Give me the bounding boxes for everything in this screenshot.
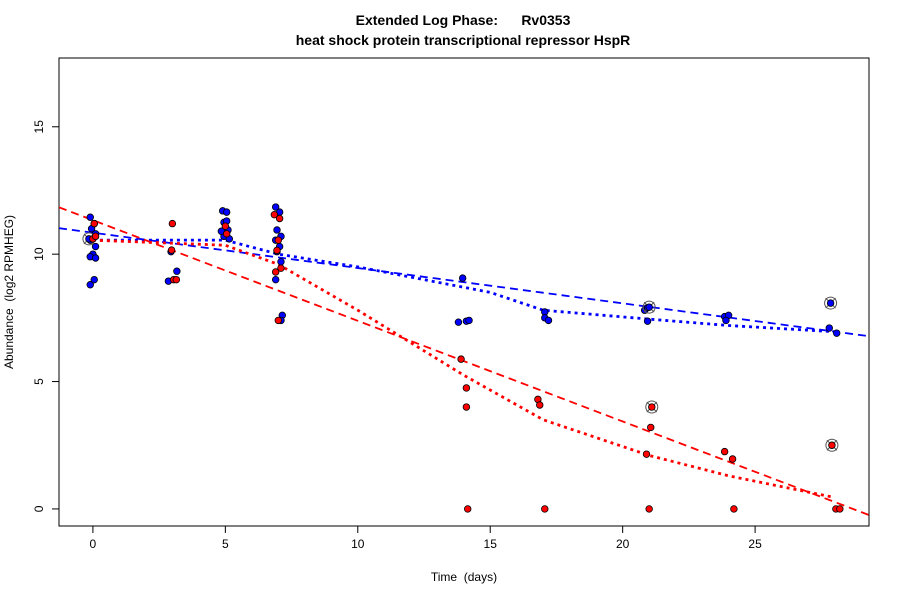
blue-data-point [825,324,833,332]
blue-highlighted-point [826,299,835,307]
plot-frame [58,57,870,527]
y-axis-label: Abundance (log2 RPMHEG) [2,215,16,369]
blue-data-point [273,226,281,234]
red-data-point [271,268,280,276]
red-data-point [720,447,729,456]
red-data-point [168,219,177,228]
y-tick-label: 15 [32,120,46,134]
red-data-point [172,275,181,284]
blue-data-point [222,208,231,216]
red-data-point [457,355,465,363]
blue-data-point [454,318,463,326]
x-tick-label: 15 [484,537,498,551]
blue-data-point [271,275,280,284]
red-data-point [274,316,283,325]
red-data-point [647,423,655,432]
red-data-point [730,505,738,513]
red-data-point [275,214,284,223]
x-tick-label: 20 [616,537,630,551]
chart-subtitle: heat shock protein transcriptional repre… [296,32,631,48]
x-tick-label: 0 [90,537,97,551]
red-data-point [90,219,98,228]
blue-data-point [277,258,285,266]
blue-data-point [832,329,841,337]
red-data-point [642,450,651,458]
red-data-point [645,505,653,513]
red-data-point [167,246,176,254]
blue-data-point [91,254,100,262]
red-data-point [91,232,100,241]
blue-smooth-fit-line [92,238,838,334]
chart-title: Extended Log Phase: Rv0353 [356,12,571,28]
red-data-point [274,236,283,244]
red-highlighted-point [828,441,836,449]
blue-data-point [722,316,730,325]
blue-data-point [173,267,181,275]
red-data-point [273,246,281,255]
red-highlighted-point [648,403,656,411]
blue-data-point [271,203,280,211]
red-highlight-ring [645,400,659,414]
red-data-point [836,505,844,513]
blue-data-point [643,317,652,325]
red-highlight-ring [825,438,839,452]
red-data-point [270,210,279,219]
red-data-point [464,505,472,513]
red-data-point [221,222,230,230]
y-tick-label: 0 [32,505,46,512]
red-data-point [222,230,231,238]
red-data-point [462,384,471,392]
blue-data-point [465,316,473,325]
blue-data-point [544,316,553,325]
blue-highlight-ring [824,296,838,310]
blue-data-point [458,274,467,282]
blue-data-point [91,242,100,251]
red-data-point [541,505,549,513]
y-tick-label: 5 [32,378,46,385]
blue-highlight-ring [642,300,656,314]
red-data-point [462,403,471,411]
blue-highlighted-point [645,303,653,311]
x-tick-label: 5 [222,537,229,551]
x-tick-label: 25 [748,537,762,551]
red-data-point [536,401,544,409]
blue-data-point [90,275,98,284]
x-axis-label: Time (days) [431,570,497,584]
blue-data-point [86,213,94,221]
x-tick-label: 10 [351,537,365,551]
y-tick-label: 10 [32,247,46,261]
blue-data-point [86,281,94,289]
red-data-point [277,264,285,272]
red-data-point [728,455,737,463]
blue-linear-fit-line [59,227,869,338]
